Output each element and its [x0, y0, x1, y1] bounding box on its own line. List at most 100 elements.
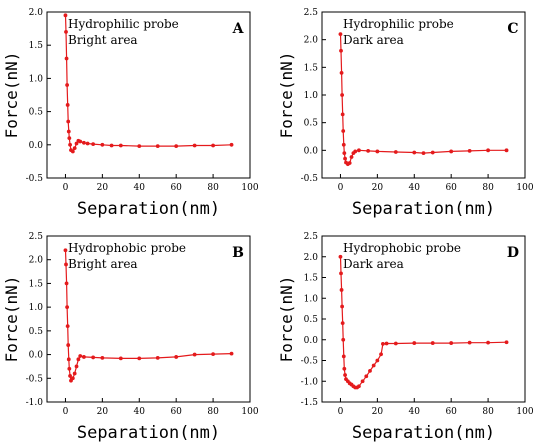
data-point — [63, 13, 68, 18]
panel-letter: A — [232, 21, 245, 37]
x-tick-label: 80 — [482, 183, 494, 193]
x-tick-label: 100 — [241, 183, 258, 193]
x-axis-label: Separation(nm) — [352, 423, 495, 443]
data-point — [82, 140, 86, 145]
y-tick-label: 1.0 — [304, 91, 319, 101]
x-tick-label: 60 — [170, 407, 182, 417]
data-point — [467, 148, 472, 153]
data-point — [342, 151, 347, 156]
data-point — [341, 142, 346, 147]
data-point — [340, 112, 345, 117]
data-point — [360, 379, 365, 384]
data-point — [340, 304, 345, 309]
data-point — [192, 143, 197, 148]
data-point — [339, 271, 343, 276]
data-point — [74, 141, 79, 146]
data-point — [343, 156, 347, 161]
data-point — [357, 384, 361, 389]
data-point — [70, 149, 75, 154]
annotation-line: Hydrophobic probe — [68, 241, 186, 255]
x-tick-label: 20 — [372, 183, 384, 193]
data-point — [338, 254, 343, 259]
data-point — [371, 363, 376, 368]
annotation-line: Hydrophilic probe — [343, 17, 454, 31]
data-point — [379, 352, 383, 357]
data-point — [85, 141, 90, 146]
data-point — [340, 321, 345, 326]
data-point — [91, 355, 96, 360]
data-point — [430, 150, 435, 155]
data-point — [64, 30, 68, 34]
data-point — [174, 144, 179, 149]
y-tick-label: 2.0 — [304, 253, 319, 263]
series-line — [339, 256, 507, 389]
data-point — [504, 340, 509, 345]
panel-c-chart: 0 20 40 60 80 100 -0.5 0.0 0.5 1.0 1.5 2.0 2.5 Separa… — [277, 8, 534, 219]
data-point — [211, 143, 215, 148]
plot-frame — [46, 235, 251, 403]
data-point — [100, 142, 105, 147]
data-point — [100, 355, 105, 360]
data-point — [349, 155, 354, 159]
data-point — [67, 366, 72, 371]
x-tick-label: 20 — [97, 407, 109, 417]
data-point — [64, 281, 69, 286]
x-tick-label: 40 — [409, 407, 421, 417]
y-tick-label: 0.0 — [304, 146, 319, 156]
x-tick-label: 40 — [134, 183, 146, 193]
y-tick-label: -0.5 — [301, 357, 319, 367]
y-tick-label: 1.5 — [29, 279, 44, 289]
data-point — [486, 340, 490, 345]
data-point — [393, 341, 398, 346]
data-point — [467, 340, 472, 345]
data-point — [504, 148, 509, 153]
data-point — [66, 129, 71, 134]
data-point — [78, 354, 83, 358]
x-tick-label: 100 — [516, 407, 533, 417]
annotation-line: Dark area — [343, 257, 404, 271]
x-tick-label: 20 — [372, 407, 384, 417]
data-point — [118, 143, 123, 148]
y-tick-label: 1.5 — [304, 63, 319, 73]
data-point — [343, 373, 347, 377]
data-point — [66, 119, 71, 124]
x-tick-label: 60 — [170, 183, 182, 193]
data-point — [70, 376, 75, 381]
data-point — [67, 136, 72, 141]
data-point — [155, 144, 160, 149]
data-point — [78, 139, 83, 144]
data-point — [63, 248, 68, 253]
data-point — [421, 151, 426, 156]
y-tick-label: 1.5 — [29, 41, 44, 51]
data-point — [347, 161, 352, 165]
data-point — [192, 352, 197, 357]
x-tick-label: 20 — [97, 183, 109, 193]
x-tick-label: 0 — [63, 407, 69, 417]
x-axis-label: Separation(nm) — [352, 199, 495, 219]
y-axis-label: Force(nN) — [2, 276, 21, 363]
data-point — [368, 368, 372, 373]
data-point — [366, 148, 371, 153]
panel-a-chart: 0 20 40 60 80 100 -0.5 0.0 0.5 1.0 1.5 2.0 Separatio… — [2, 8, 259, 219]
data-point — [375, 149, 380, 154]
y-tick-label: 2.5 — [304, 8, 319, 18]
data-point — [341, 129, 346, 133]
data-point — [229, 351, 234, 356]
y-tick-label: 2.0 — [29, 256, 44, 266]
y-tick-label: 0.0 — [304, 336, 319, 346]
data-point — [353, 149, 358, 154]
data-point — [229, 142, 234, 147]
x-tick-label: 80 — [207, 183, 219, 193]
data-point — [364, 374, 369, 379]
y-tick-label: 2.5 — [304, 232, 319, 242]
data-point — [82, 355, 86, 359]
data-point — [68, 142, 72, 147]
annotation-line: Dark area — [343, 33, 404, 47]
data-point — [342, 366, 347, 371]
x-tick-label: 40 — [134, 407, 146, 417]
y-tick-label: -0.5 — [301, 174, 319, 184]
data-point — [118, 356, 123, 361]
data-point — [211, 352, 215, 356]
data-point — [449, 341, 454, 345]
